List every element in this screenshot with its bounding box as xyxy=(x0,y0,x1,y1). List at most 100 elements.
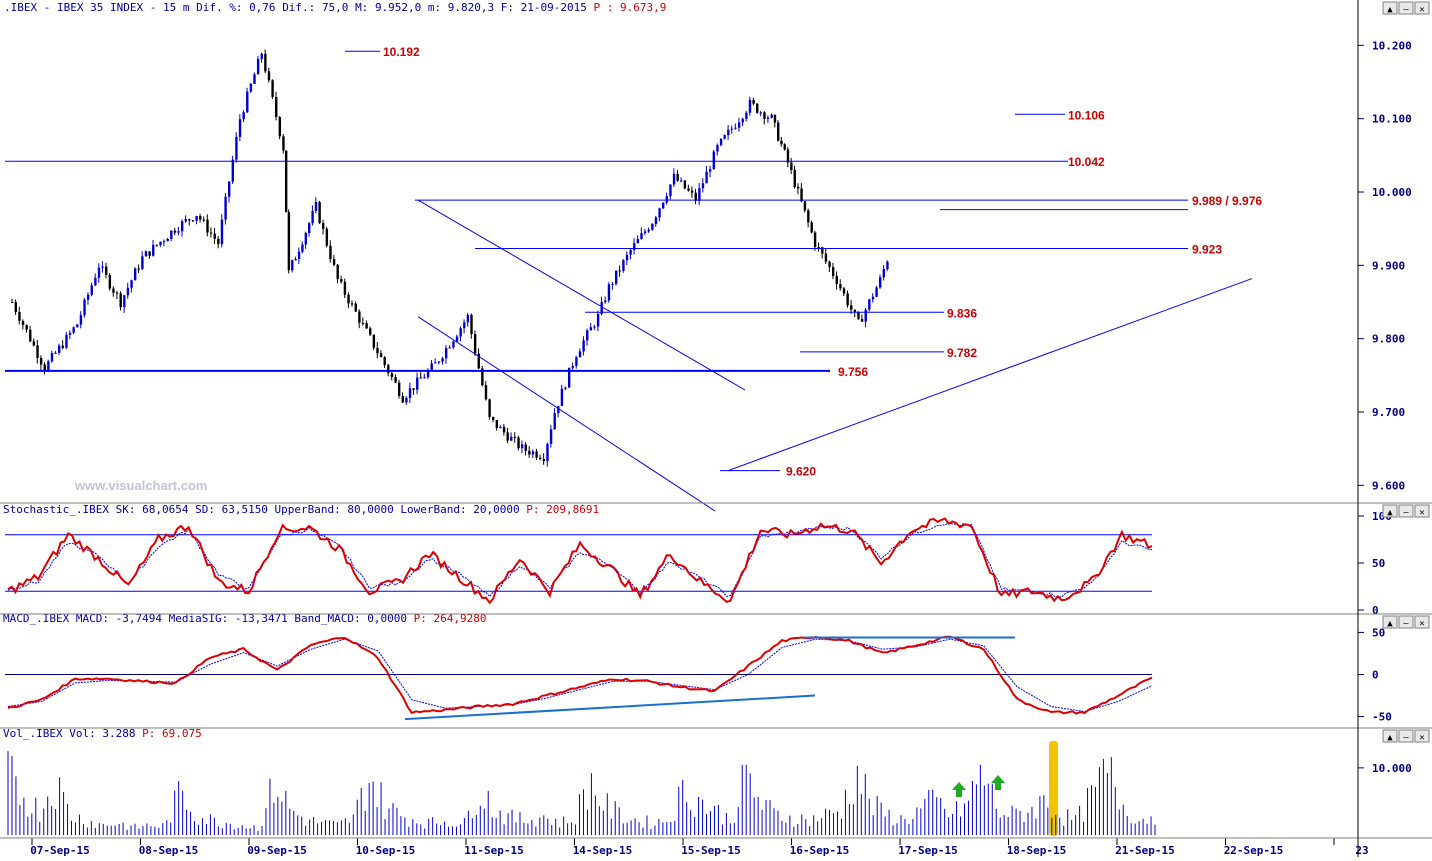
candle-body xyxy=(25,324,28,330)
window-buttons[interactable]: ▲ — ✕ ▲ — ✕ ▲ — ✕ ▲ — ✕ xyxy=(1382,1,1430,743)
candle-body xyxy=(213,233,216,239)
candle-body xyxy=(868,299,871,310)
candle-body xyxy=(430,363,433,371)
price-pane[interactable]: 9.600 9.700 9.800 9.900 10.000 10.100 10.200 10… xyxy=(5,39,1412,512)
candle-body xyxy=(242,112,245,120)
candle-body xyxy=(596,314,600,327)
candle-body xyxy=(455,336,459,342)
window-button[interactable] xyxy=(1398,729,1414,743)
candle-body xyxy=(126,287,130,296)
candle-body xyxy=(886,261,889,270)
candle-body xyxy=(441,358,444,362)
x-tick-label: 22-Sep-15 xyxy=(1224,844,1284,857)
candle-body xyxy=(191,220,195,222)
candle-body xyxy=(665,196,669,203)
candle-body xyxy=(90,285,93,295)
window-button[interactable] xyxy=(1382,504,1398,518)
level-label: 10.106 xyxy=(1068,108,1105,122)
candle-body xyxy=(875,287,878,297)
candle-body xyxy=(524,444,527,451)
candle-body xyxy=(502,426,506,433)
candle-body xyxy=(343,281,347,295)
candle-body xyxy=(347,294,350,304)
candle-body xyxy=(112,288,115,293)
candle-body xyxy=(365,323,368,329)
window-button[interactable] xyxy=(1414,1,1430,15)
window-button[interactable] xyxy=(1398,1,1414,15)
candle-body xyxy=(419,377,423,379)
candle-body xyxy=(119,293,122,308)
candle-body xyxy=(629,250,632,255)
candle-body xyxy=(188,219,191,221)
candle-body xyxy=(372,334,376,348)
candle-body xyxy=(698,188,701,201)
candle-body xyxy=(821,247,824,254)
candle-body xyxy=(184,219,187,222)
channel-lower-line xyxy=(417,316,716,512)
candle-body xyxy=(369,328,372,335)
candle-body xyxy=(448,347,452,349)
candle-body xyxy=(567,367,571,388)
candle-body xyxy=(332,259,336,265)
candle-body xyxy=(557,405,560,414)
main-header: .IBEX - IBEX 35 INDEX - 15 m Dif. %: 0,7… xyxy=(4,1,666,14)
candle-body xyxy=(159,241,162,246)
volume-pane[interactable]: 10.000 Vol_.IBEX Vol: 3.288 P: 69.075 xyxy=(3,727,1412,836)
window-button[interactable] xyxy=(1398,615,1414,629)
candle-body xyxy=(287,212,291,271)
candle-body xyxy=(803,201,807,211)
window-button[interactable] xyxy=(1414,729,1430,743)
candle-body xyxy=(83,299,86,316)
vol-tick-label: 10.000 xyxy=(1372,762,1412,775)
candle-body xyxy=(387,365,390,374)
candle-body xyxy=(29,329,32,342)
candle-body xyxy=(264,53,267,72)
stoch-sd-line xyxy=(7,522,1153,598)
candle-body xyxy=(271,80,274,97)
level-label: 10.192 xyxy=(383,45,420,59)
candle-body xyxy=(308,223,311,234)
candle-body xyxy=(553,413,556,430)
candle-body xyxy=(115,292,119,294)
macd-pane[interactable]: -50 0 50 MACD_.IBEX MACD: -3,7494 MediaSIG:… xyxy=(3,612,1392,724)
window-button[interactable] xyxy=(1382,615,1398,629)
window-button-glyph: ▲ xyxy=(1387,508,1393,518)
candle-body xyxy=(672,173,676,185)
candle-body xyxy=(506,432,509,441)
candle-body xyxy=(842,288,846,294)
candle-body xyxy=(177,231,180,233)
candle-body xyxy=(470,314,473,335)
candle-body xyxy=(586,330,589,341)
candle-body xyxy=(748,99,752,113)
window-button[interactable] xyxy=(1414,504,1430,518)
level-label: 9.989 / 9.976 xyxy=(1192,194,1262,208)
candle-body xyxy=(173,230,177,233)
candle-body xyxy=(701,183,705,189)
candle-body xyxy=(61,345,65,348)
window-button[interactable] xyxy=(1414,615,1430,629)
watermark: www.visualchart.com xyxy=(74,478,207,493)
candle-body xyxy=(680,180,683,182)
candle-body xyxy=(361,322,365,324)
price-tick-label: 9.900 xyxy=(1372,259,1405,272)
candle-body xyxy=(871,296,875,300)
candle-body xyxy=(549,429,553,444)
candle-body xyxy=(850,305,853,310)
candle-body xyxy=(860,319,864,322)
stoch-tick-label: 50 xyxy=(1372,557,1385,570)
window-button[interactable] xyxy=(1382,1,1398,15)
candle-body xyxy=(495,419,499,429)
up-arrow-icon xyxy=(952,782,966,797)
candle-body xyxy=(853,309,857,313)
candle-body xyxy=(564,387,567,389)
candle-body xyxy=(633,243,636,251)
window-button[interactable] xyxy=(1398,504,1414,518)
price-tick-label: 10.000 xyxy=(1372,186,1412,199)
window-button[interactable] xyxy=(1382,729,1398,743)
window-button-glyph: — xyxy=(1403,508,1409,518)
candle-body xyxy=(39,357,43,365)
candle-body xyxy=(780,140,783,145)
candle-body xyxy=(423,377,426,379)
candle-body xyxy=(741,118,744,123)
